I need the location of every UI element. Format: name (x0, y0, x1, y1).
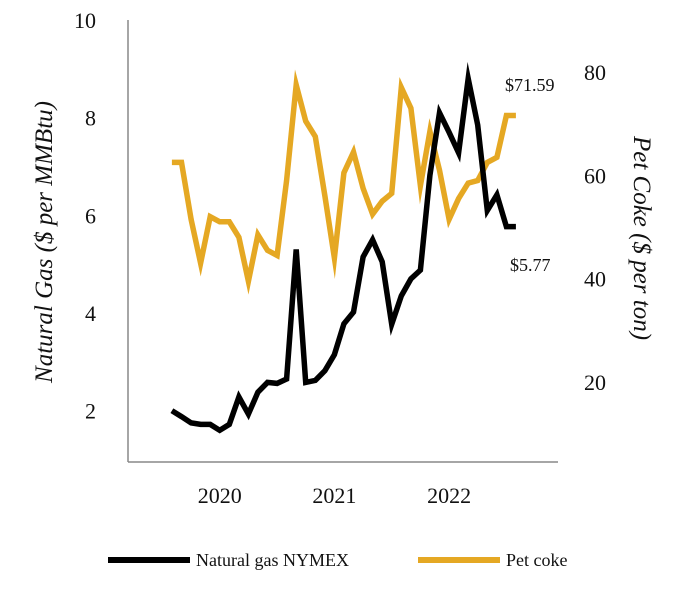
y-axis-left-ticks: 2 4 6 8 10 (74, 8, 96, 424)
y-axis-right-label: Pet Coke ($ per ton) (628, 135, 655, 340)
series-line-pet-coke (171, 69, 516, 295)
y-left-tick-label: 2 (85, 399, 96, 424)
series-layer (170, 61, 516, 434)
legend-label-pet-coke: Pet coke (506, 550, 567, 570)
y-left-tick-label: 10 (74, 8, 96, 33)
y-right-tick-label: 40 (584, 267, 606, 292)
x-tick-label: 2021 (312, 483, 356, 508)
legend: Natural gas NYMEX Pet coke (108, 550, 567, 570)
y-left-tick-label: 4 (85, 301, 96, 326)
x-tick-label: 2020 (198, 483, 242, 508)
y-right-tick-label: 60 (584, 163, 606, 188)
annotation-natural-gas-last: $5.77 (510, 255, 551, 275)
y-right-tick-label: 20 (584, 370, 606, 395)
y-left-tick-label: 6 (85, 203, 96, 228)
y-left-tick-label: 8 (85, 106, 96, 131)
x-tick-label: 2022 (427, 483, 471, 508)
legend-label-natural-gas: Natural gas NYMEX (196, 550, 349, 570)
y-right-tick-label: 80 (584, 60, 606, 85)
annotation-pet-coke-last: $71.59 (505, 75, 555, 95)
y-axis-left-label: Natural Gas ($ per MMBtu) (31, 101, 58, 384)
x-axis-ticks: 2020 2021 2022 (198, 483, 471, 508)
y-axis-right-ticks: 20 40 60 80 (584, 60, 606, 395)
series-line-natural-gas-nymex (170, 61, 516, 434)
